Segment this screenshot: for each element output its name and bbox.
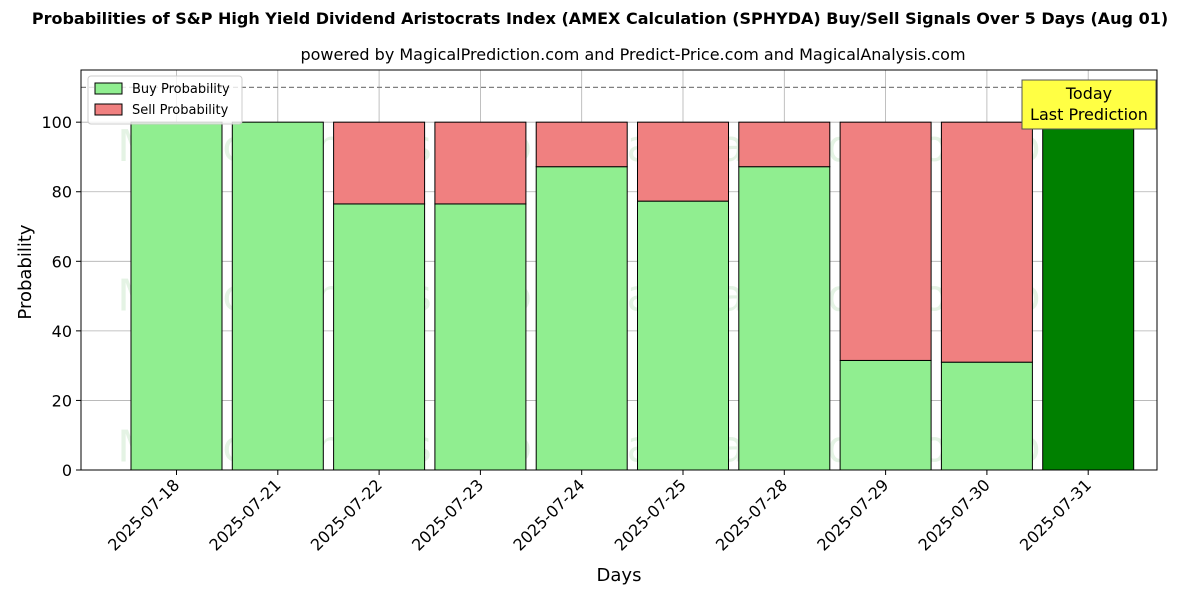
bar-sell xyxy=(637,121,729,202)
bar-buy xyxy=(535,166,628,471)
bar-sell xyxy=(434,121,527,205)
x-tick-label: 2025-07-21 xyxy=(205,475,284,554)
bar-sell xyxy=(535,121,628,168)
legend: Buy Probability Sell Probability xyxy=(87,75,243,125)
x-tick-label: 2025-07-18 xyxy=(104,475,183,554)
today-annotation-line1: Today xyxy=(1065,84,1112,103)
x-tick-label: 2025-07-23 xyxy=(408,475,487,554)
bar-sell xyxy=(738,121,831,168)
y-tick-label: 80 xyxy=(52,183,72,202)
bar-buy xyxy=(1042,121,1135,471)
bar-buy xyxy=(231,121,324,471)
legend-swatch-buy xyxy=(94,82,123,95)
legend-label-sell: Sell Probability xyxy=(132,103,229,118)
bar-buy xyxy=(839,359,932,471)
bar-sell xyxy=(333,121,426,205)
bar-buy xyxy=(738,166,831,471)
x-tick-label: 2025-07-28 xyxy=(712,475,791,554)
bar-buy xyxy=(434,203,527,471)
bar-buy xyxy=(637,200,729,471)
y-tick-label: 60 xyxy=(52,252,72,271)
chart-title: Probabilities of S&P High Yield Dividend… xyxy=(31,9,1169,28)
y-tick-label: 0 xyxy=(62,461,72,480)
plot-frame xyxy=(80,69,1158,471)
legend-swatch-sell xyxy=(94,103,123,116)
chart-subtitle: powered by MagicalPrediction.com and Pre… xyxy=(300,45,966,64)
bar-layer xyxy=(130,121,1135,471)
y-tick-label: 40 xyxy=(52,322,72,341)
bar-buy xyxy=(940,361,1033,471)
today-annotation-box xyxy=(1021,79,1157,130)
y-tick-label: 20 xyxy=(52,391,72,410)
legend-frame xyxy=(87,75,243,125)
y-tick-label: 100 xyxy=(41,113,72,132)
x-tick-label: 2025-07-22 xyxy=(307,475,386,554)
x-axis-title: Days xyxy=(597,565,642,586)
x-tick-label: 2025-07-31 xyxy=(1016,475,1095,554)
bar-buy xyxy=(333,203,426,471)
bar-buy xyxy=(130,121,223,471)
x-tick-label: 2025-07-24 xyxy=(509,475,588,554)
today-annotation: Today Last Prediction xyxy=(1021,79,1157,130)
today-annotation-line2: Last Prediction xyxy=(1030,105,1148,124)
x-tick-label: 2025-07-25 xyxy=(611,475,690,554)
bar-sell xyxy=(839,121,932,361)
x-tick-label: 2025-07-29 xyxy=(813,475,892,554)
bar-sell xyxy=(940,121,1033,363)
legend-label-buy: Buy Probability xyxy=(132,82,230,97)
y-axis-title: Probability xyxy=(15,224,36,319)
x-tick-label: 2025-07-30 xyxy=(915,475,994,554)
